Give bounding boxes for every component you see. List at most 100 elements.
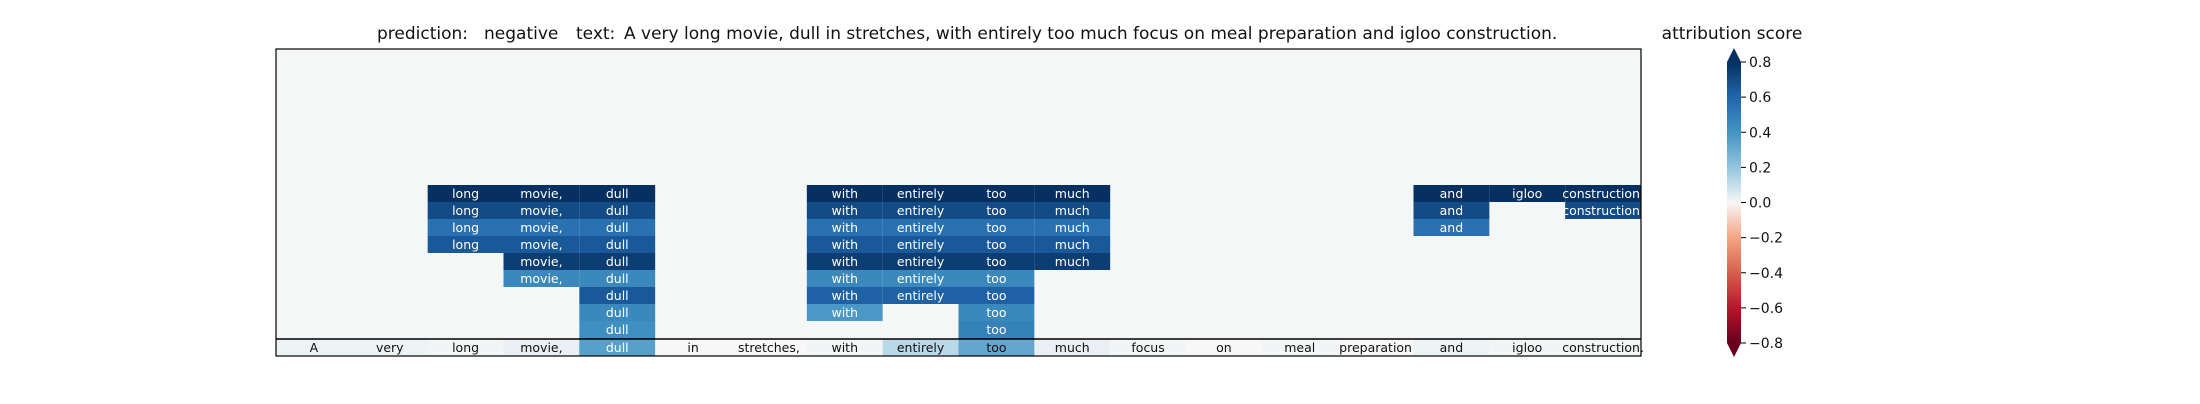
plot-frame: [275, 48, 1642, 357]
heatmap-cell-rect: [806, 287, 883, 304]
heatmap-cell-rect: [579, 219, 656, 236]
base-token-cell-label: with: [831, 340, 858, 355]
heatmap-cell-rect: [427, 236, 504, 253]
heatmap-cell-label: movie,: [520, 203, 562, 218]
heatmap-cell-label: with: [831, 186, 858, 201]
heatmap-cell-label: dull: [606, 220, 629, 235]
colorbar-tick-label: 0.0: [1749, 196, 1771, 212]
base-token-cell-label: focus: [1131, 340, 1164, 355]
heatmap-cell-rect: [579, 253, 656, 270]
heatmap-cells: long movie, dull with entirely too much and iglo…: [427, 185, 1644, 355]
title-text-value: A very long movie, dull in stretches, wi…: [624, 24, 1557, 44]
heatmap-cell-label: movie,: [520, 254, 562, 269]
heatmap-cell-label: with: [831, 288, 858, 303]
heatmap-cell-label: dull: [606, 305, 629, 320]
heatmap-cell-rect: [503, 219, 580, 236]
heatmap-cell-rect: [503, 236, 580, 253]
heatmap-cell-label: entirely: [897, 186, 945, 201]
heatmap-cell-rect: [958, 202, 1035, 219]
heatmap-cell-rect: [882, 287, 959, 304]
heatmap-cell-label: too: [986, 305, 1006, 320]
heatmap-cell-label: long: [452, 237, 479, 252]
heatmap-cell-rect: [1413, 202, 1490, 219]
heatmap-cell-label: entirely: [897, 237, 945, 252]
colorbar-tick-label: −0.4: [1749, 266, 1783, 282]
heatmap-cell-label: much: [1055, 203, 1090, 218]
heatmap-cell-rect: [882, 202, 959, 219]
heatmap-cell-rect: [958, 304, 1035, 321]
base-token-cell-rect: [1337, 339, 1414, 356]
heatmap-cell-rect: [958, 253, 1035, 270]
colorbar-tick-label: −0.8: [1749, 336, 1783, 352]
base-token-cell-rect: [1489, 339, 1566, 356]
heatmap-cell-label: entirely: [897, 271, 945, 286]
heatmap-cell-label: construction.: [1562, 203, 1644, 218]
heatmap-cell-rect: [503, 185, 580, 202]
heatmap-cell-label: with: [831, 237, 858, 252]
colorbar-bottom-extension: [1727, 343, 1741, 357]
heatmap-cell-label: with: [831, 203, 858, 218]
base-token-cell-rect: [1110, 339, 1186, 356]
heatmap-cell-rect: [1489, 185, 1566, 202]
heatmap-cell-label: dull: [606, 288, 629, 303]
base-token-cell-rect: [427, 339, 504, 356]
heatmap-cell-label: entirely: [897, 203, 945, 218]
heatmap-cell-label: with: [831, 220, 858, 235]
base-token-cell-rect: [276, 339, 352, 356]
heatmap-cell-label: long: [452, 203, 479, 218]
heatmap-cell-label: too: [986, 254, 1006, 269]
heatmap-cell-label: and: [1440, 220, 1464, 235]
base-token-cell-rect: [1413, 339, 1490, 356]
colorbar-ticks: −0.8 −0.6 −0.4 −0.2 0.0 0.2 0.4 0.6 0.8: [1741, 55, 1783, 352]
heatmap-cell-rect: [806, 270, 883, 287]
heatmap-cell-rect: [427, 202, 504, 219]
heatmap-cell-label: entirely: [897, 288, 945, 303]
heatmap-cell-label: dull: [606, 271, 629, 286]
heatmap-cell-rect: [427, 219, 504, 236]
heatmap-cell-label: much: [1055, 186, 1090, 201]
colorbar-top-extension: [1727, 48, 1741, 62]
base-token-cell-rect: [806, 339, 883, 356]
heatmap-cell-rect: [503, 253, 580, 270]
colorbar-tick-label: 0.6: [1749, 90, 1771, 106]
heatmap-cell-rect: [1565, 185, 1641, 202]
colorbar-tick-label: −0.2: [1749, 231, 1783, 247]
colorbar-tick-label: −0.6: [1749, 301, 1783, 317]
heatmap-cell-rect: [1413, 185, 1490, 202]
base-token-cell-rect: [882, 339, 959, 356]
heatmap-cell-label: too: [986, 203, 1006, 218]
colorbar-gradient: [1727, 62, 1741, 343]
base-token-cell-label: on: [1216, 340, 1232, 355]
title-prediction-value: negative: [484, 24, 558, 44]
heatmap-cell-rect: [1034, 185, 1111, 202]
heatmap-cell-label: too: [986, 220, 1006, 235]
heatmap-cell-rect: [579, 321, 656, 338]
heatmap-cell-rect: [806, 219, 883, 236]
heatmap-cell-label: movie,: [520, 186, 562, 201]
base-token-cell-label: in: [687, 340, 698, 355]
heatmap-cell-rect: [579, 202, 656, 219]
heatmap-cell-rect: [503, 202, 580, 219]
base-token-cell-rect: [351, 339, 428, 356]
heatmap-cell-rect: [579, 304, 656, 321]
heatmap-cell-rect: [1565, 202, 1641, 219]
heatmap-cell-label: long: [452, 220, 479, 235]
heatmap-cell-rect: [958, 287, 1035, 304]
heatmap-cell-label: construction.: [1562, 186, 1644, 201]
heatmap-cell-rect: [1034, 253, 1111, 270]
colorbar-tick-label: 0.8: [1749, 55, 1771, 71]
base-token-cell-rect: [1034, 339, 1111, 356]
base-token-cell-label: much: [1055, 340, 1090, 355]
heatmap-cell-rect: [579, 287, 656, 304]
heatmap-cell-label: movie,: [520, 271, 562, 286]
heatmap-cell-rect: [958, 270, 1035, 287]
heatmap-cell-rect: [958, 321, 1035, 338]
heatmap-cell-rect: [1034, 219, 1111, 236]
heatmap-cell-rect: [882, 270, 959, 287]
heatmap-cell-label: and: [1440, 186, 1464, 201]
heatmap-cell-rect: [1413, 219, 1490, 236]
heatmap-cell-rect: [503, 270, 580, 287]
base-token-cell-label: preparation: [1339, 340, 1412, 355]
